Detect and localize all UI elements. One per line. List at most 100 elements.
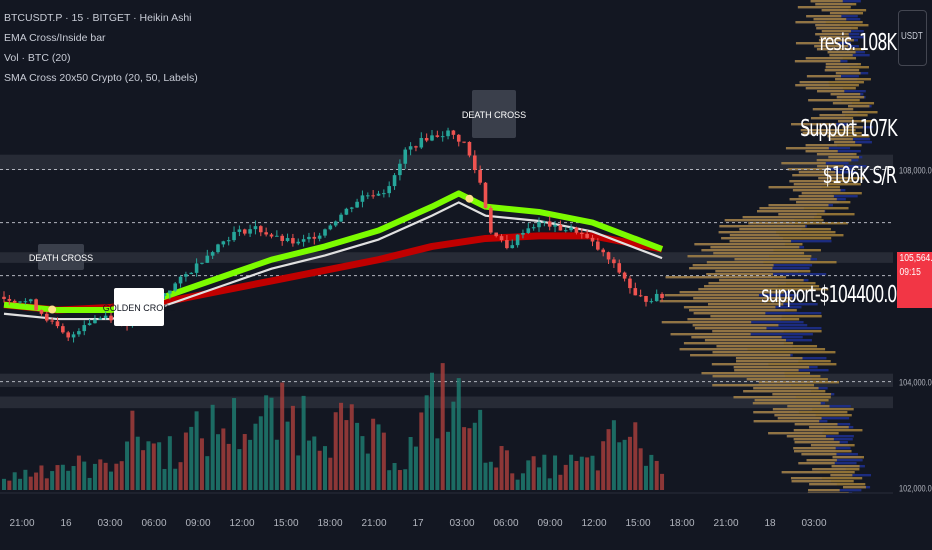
profile-sell-row — [670, 333, 751, 336]
volume-bar — [44, 478, 49, 490]
profile-sell-row — [739, 228, 831, 231]
volume-bar — [130, 410, 135, 490]
death-cross-label-1: DEATH CROSS — [29, 244, 93, 270]
indicator-volume[interactable]: Vol · BTC (20) — [4, 52, 71, 64]
volume-bar — [339, 402, 344, 490]
volume-bar — [312, 436, 317, 490]
profile-sell-row — [829, 54, 853, 57]
profile-sell-row — [821, 30, 851, 33]
candle-body — [248, 229, 252, 234]
indicator-ema-cross[interactable]: EMA Cross/Inside bar — [4, 32, 106, 44]
profile-sell-row — [710, 246, 800, 249]
profile-sell-row — [793, 438, 834, 441]
volume-bar — [242, 434, 247, 490]
volume-bar — [601, 441, 606, 490]
volume-bar — [34, 472, 39, 490]
candle-body — [189, 272, 194, 275]
volume-bar — [146, 441, 151, 490]
zone-band-0 — [0, 154, 893, 171]
profile-sell-row — [794, 423, 838, 426]
profile-sell-row — [786, 435, 826, 438]
golden-cross-label-box — [114, 288, 164, 326]
profile-sell-row — [706, 261, 837, 264]
candle-body — [280, 235, 284, 241]
candle-body — [419, 138, 424, 148]
volume-bar — [18, 478, 23, 490]
candle-body — [296, 241, 301, 244]
candle-body — [87, 323, 92, 326]
candle-body — [103, 315, 108, 319]
x-tick-label-9: 17 — [412, 518, 424, 529]
volume-bar — [467, 428, 472, 490]
volume-bar — [638, 448, 643, 490]
candle-body — [371, 195, 375, 197]
volume-bar — [397, 470, 402, 490]
candle-body — [456, 134, 461, 142]
profile-sell-row — [768, 186, 840, 189]
profile-sell-row — [733, 366, 810, 369]
candle-body — [440, 136, 445, 138]
profile-sell-row — [812, 108, 854, 111]
volume-bar — [199, 438, 204, 490]
x-tick-label-3: 06:00 — [141, 518, 166, 529]
profile-sell-row — [793, 183, 861, 186]
volume-bar — [644, 465, 648, 490]
profile-sell-row — [794, 441, 840, 444]
profile-sell-row — [781, 162, 826, 165]
volume-bar — [585, 457, 590, 490]
profile-sell-row — [825, 63, 861, 66]
profile-sell-row — [815, 33, 849, 36]
x-tick-label-7: 18:00 — [317, 518, 342, 529]
death-cross-label-1-box — [38, 244, 84, 270]
candle-body — [109, 315, 113, 321]
candle-body — [505, 240, 509, 249]
profile-sell-row — [774, 414, 852, 417]
candles — [2, 127, 664, 343]
candle-body — [606, 252, 611, 260]
volume-bar — [12, 472, 17, 490]
volume-bar — [403, 469, 408, 490]
profile-sell-row — [808, 99, 860, 102]
volume-bar — [114, 463, 119, 490]
x-tick-label-17: 18 — [764, 518, 776, 529]
golden-cross-label: GOLDEN CROSS — [103, 288, 175, 326]
volume-bar — [2, 478, 6, 490]
volume-bar — [82, 461, 87, 490]
profile-sell-row — [778, 213, 855, 216]
currency-button[interactable]: USDT — [898, 10, 927, 66]
candle-body — [237, 229, 242, 232]
volume-bar — [649, 454, 654, 490]
profile-sell-row — [743, 390, 826, 393]
volume-bar — [355, 422, 360, 490]
zone-band-2 — [0, 373, 893, 387]
profile-sell-row — [809, 483, 866, 486]
candle-body — [446, 130, 450, 137]
profile-sell-row — [729, 234, 844, 237]
symbol-title[interactable]: BTCUSDT.P · 15 · BITGET · Heikin Ashi — [4, 12, 192, 24]
candle-body — [633, 288, 638, 296]
volume-bar — [606, 429, 611, 490]
volume-bar — [162, 468, 167, 490]
candle-body — [216, 244, 220, 253]
volume-bar — [7, 480, 12, 490]
candle-body — [473, 155, 477, 170]
volume-bar — [296, 455, 301, 490]
candle-body — [323, 229, 327, 236]
volume-bar — [617, 442, 622, 490]
profile-sell-row — [818, 39, 854, 42]
candle-body — [590, 237, 595, 242]
profile-sell-row — [768, 204, 829, 207]
profile-sell-row — [835, 72, 861, 75]
volume-bar — [210, 404, 215, 490]
candle-body — [360, 195, 365, 202]
profile-sell-row — [819, 114, 868, 117]
indicator-sma-cross[interactable]: SMA Cross 20x50 Crypto (20, 50, Labels) — [4, 72, 198, 84]
profile-sell-row — [687, 318, 800, 321]
profile-sell-row — [796, 201, 851, 204]
profile-sell-row — [706, 273, 774, 276]
profile-sell-row — [712, 330, 822, 333]
x-tick-label-16: 21:00 — [713, 518, 738, 529]
volume-bar — [264, 395, 269, 490]
profile-sell-row — [708, 282, 816, 285]
